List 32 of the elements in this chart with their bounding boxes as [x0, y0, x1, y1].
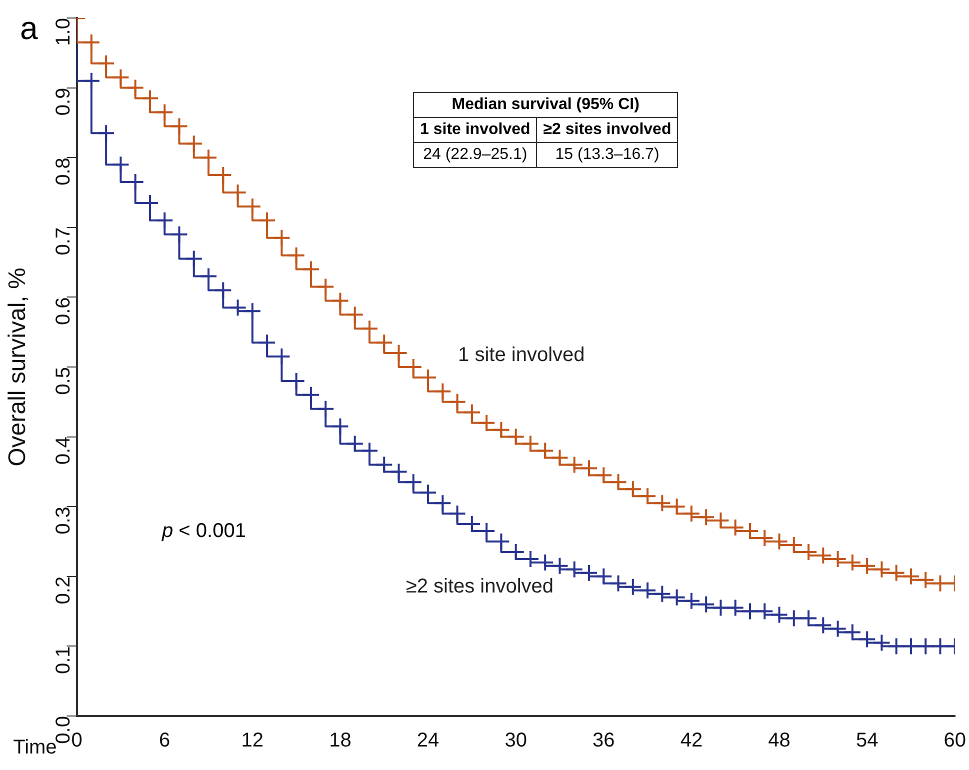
text: a [20, 10, 38, 47]
x-tick-label: 6 [159, 730, 170, 752]
annotation: ≥2 sites involved [536, 118, 678, 142]
x-tick-label: 30 [504, 730, 527, 752]
y-tick-label: 0.6 [52, 297, 74, 326]
y-tick-label: 1.0 [52, 18, 74, 46]
y-tick-label: 0.4 [52, 436, 74, 465]
annotation: Median survival (95% CI) [414, 92, 678, 118]
y-tick-label: 0.1 [52, 646, 74, 674]
y-axis-title: Overall survival, % [4, 268, 32, 466]
y-tick-label: 0.7 [52, 227, 74, 256]
x-tick-label: 24 [416, 730, 440, 752]
x-tick-label: 42 [680, 730, 703, 752]
x-tick-label: 12 [241, 730, 264, 752]
annotation: 15 (13.3–16.7) [536, 142, 678, 168]
annotation: 1 site involved [414, 118, 537, 142]
x-tick-label: 18 [329, 730, 352, 752]
x-tick-label: 0 [71, 730, 82, 752]
x-tick-label: 60 [944, 730, 966, 752]
annotation: 24 (22.9–25.1) [414, 142, 537, 168]
annotation: p < 0.001 [162, 520, 246, 543]
x-tick-label: 54 [856, 730, 878, 752]
x-tick-label: 48 [768, 730, 790, 752]
series-label: 1 site involved [458, 344, 585, 366]
y-tick-label: 0.8 [52, 158, 74, 186]
y-tick-label: 0.3 [52, 506, 74, 534]
y-tick-label: 0.9 [52, 88, 74, 116]
x-tick-label: 36 [592, 730, 615, 752]
x-axis-title: Time [13, 736, 57, 759]
y-tick-label: 0.2 [52, 576, 74, 604]
y-tick-label: 0.5 [52, 367, 74, 395]
series-label: ≥2 sites involved [406, 575, 554, 598]
